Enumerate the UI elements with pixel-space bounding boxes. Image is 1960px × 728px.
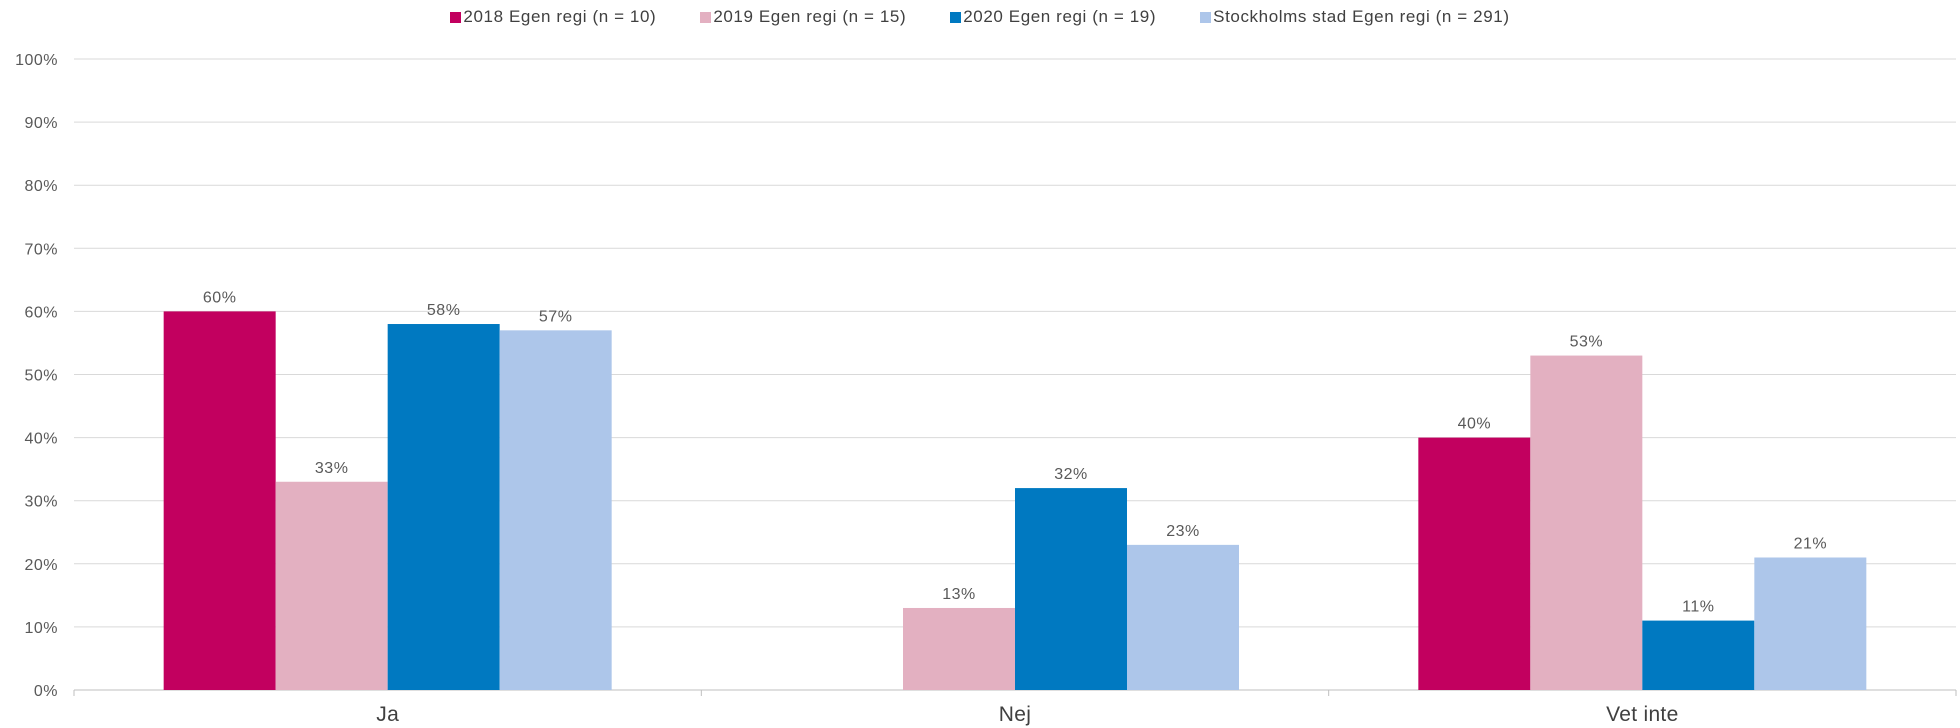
data-label: 53% [1570, 334, 1604, 351]
legend-item: 2020 Egen regi (n = 19) [950, 7, 1156, 27]
legend-label: 2018 Egen regi (n = 10) [463, 7, 657, 26]
bar [163, 311, 276, 690]
y-tick-label: 40% [24, 431, 58, 448]
bar [387, 324, 500, 690]
data-label: 40% [1458, 416, 1492, 433]
y-tick-label: 20% [24, 557, 58, 574]
y-tick-label: 50% [24, 368, 58, 385]
y-tick-label: 100% [15, 52, 58, 69]
bar [1418, 437, 1531, 690]
data-label: 32% [1054, 466, 1088, 483]
legend-label: 2020 Egen regi (n = 19) [963, 7, 1157, 26]
y-tick-label: 0% [34, 683, 58, 700]
y-tick-label: 10% [24, 620, 58, 637]
y-tick-label: 90% [24, 115, 58, 132]
data-label: 58% [427, 302, 461, 319]
data-label: 23% [1166, 523, 1200, 540]
bar [1530, 355, 1643, 690]
data-label: 13% [942, 586, 976, 603]
legend-item: 2018 Egen regi (n = 10) [450, 7, 656, 27]
legend-swatch [450, 11, 462, 23]
bar [1642, 620, 1755, 690]
y-tick-label: 70% [24, 241, 58, 258]
x-tick-label: Vet inte [1606, 703, 1678, 726]
legend-label: 2019 Egen regi (n = 15) [713, 7, 907, 26]
bar [903, 607, 1015, 690]
data-label: 11% [1682, 599, 1714, 616]
legend-item: Stockholms stad Egen regi (n = 291) [1200, 7, 1509, 27]
x-tick-label: Nej [999, 703, 1031, 726]
bar [275, 481, 388, 690]
bar [1015, 488, 1127, 690]
legend-label: Stockholms stad Egen regi (n = 291) [1213, 7, 1510, 26]
data-label: 57% [539, 308, 573, 325]
data-label: 60% [203, 289, 237, 306]
legend-swatch [1200, 11, 1212, 23]
legend-item: 2019 Egen regi (n = 15) [700, 7, 906, 27]
y-tick-label: 80% [24, 178, 58, 195]
x-tick-label: Ja [376, 703, 399, 726]
data-label: 33% [315, 460, 349, 477]
y-tick-label: 30% [24, 494, 58, 511]
y-tick-label: 60% [24, 304, 58, 321]
legend-swatch [950, 11, 962, 23]
bar [499, 330, 612, 690]
chart-legend: 2018 Egen regi (n = 10) 2019 Egen regi (n… [0, 6, 1960, 28]
bar [1127, 544, 1239, 690]
data-label: 21% [1794, 535, 1828, 552]
legend-swatch [700, 11, 712, 23]
bar [1754, 557, 1867, 690]
